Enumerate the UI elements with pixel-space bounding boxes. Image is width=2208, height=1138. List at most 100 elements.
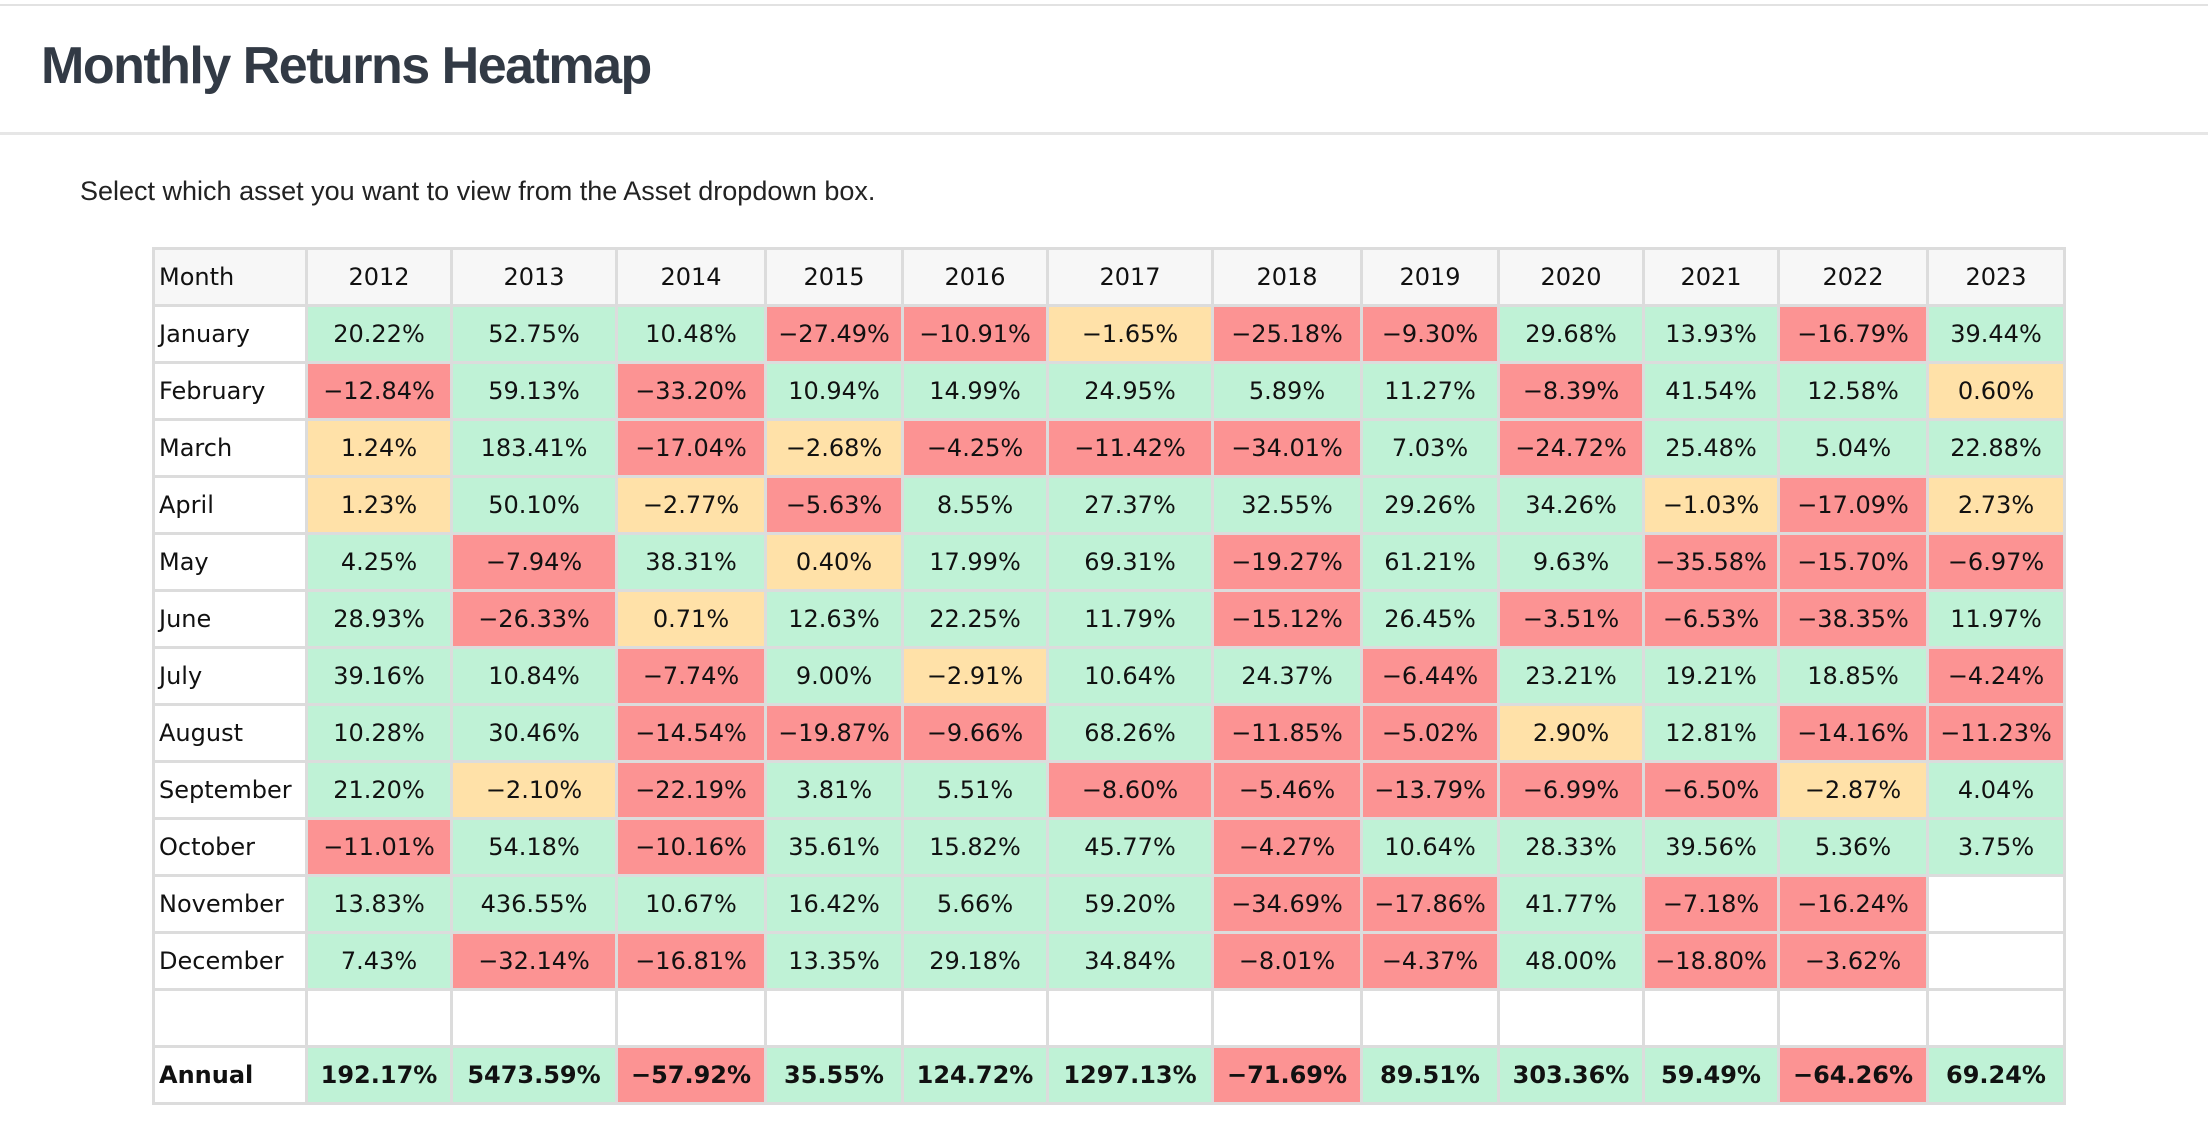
return-cell: 183.41% bbox=[450, 418, 618, 478]
return-cell: −14.16% bbox=[1777, 703, 1929, 763]
return-cell: −6.50% bbox=[1642, 760, 1780, 820]
return-cell: 124.72% bbox=[901, 1045, 1049, 1105]
return-cell: 303.36% bbox=[1497, 1045, 1645, 1105]
return-cell: −19.27% bbox=[1211, 532, 1363, 592]
return-cell: −9.30% bbox=[1360, 304, 1500, 364]
return-cell: −19.87% bbox=[764, 703, 904, 763]
return-cell: 32.55% bbox=[1211, 475, 1363, 535]
return-cell: 12.81% bbox=[1642, 703, 1780, 763]
return-cell: 5.36% bbox=[1777, 817, 1929, 877]
row-label: Month bbox=[152, 247, 308, 307]
return-cell: 59.13% bbox=[450, 361, 618, 421]
return-cell: 7.03% bbox=[1360, 418, 1500, 478]
return-cell: 3.81% bbox=[764, 760, 904, 820]
row-label: June bbox=[152, 589, 308, 649]
row-label: July bbox=[152, 646, 308, 706]
return-cell: −2.68% bbox=[764, 418, 904, 478]
return-cell: 28.33% bbox=[1497, 817, 1645, 877]
return-cell: 7.43% bbox=[305, 931, 453, 991]
return-cell: −57.92% bbox=[615, 1045, 767, 1105]
return-cell: −16.79% bbox=[1777, 304, 1929, 364]
empty-cell bbox=[450, 988, 618, 1048]
return-cell: 59.49% bbox=[1642, 1045, 1780, 1105]
return-cell: −34.01% bbox=[1211, 418, 1363, 478]
month-row: March 1.24% 183.41% −17.04% −2.68% −4.25% −11.… bbox=[152, 418, 2066, 478]
return-cell: 27.37% bbox=[1046, 475, 1214, 535]
return-cell: 41.54% bbox=[1642, 361, 1780, 421]
return-cell: −24.72% bbox=[1497, 418, 1645, 478]
return-cell: 29.18% bbox=[901, 931, 1049, 991]
row-label: November bbox=[152, 874, 308, 934]
return-cell: 4.25% bbox=[305, 532, 453, 592]
top-border bbox=[0, 4, 2208, 6]
return-cell: −10.91% bbox=[901, 304, 1049, 364]
row-label: May bbox=[152, 532, 308, 592]
return-cell: 1297.13% bbox=[1046, 1045, 1214, 1105]
month-row: June 28.93% −26.33% 0.71% 12.63% 22.25% 11.79%… bbox=[152, 589, 2066, 649]
row-label: January bbox=[152, 304, 308, 364]
column-header: 2014 bbox=[615, 247, 767, 307]
month-row: July 39.16% 10.84% −7.74% 9.00% −2.91% 10.64% 2… bbox=[152, 646, 2066, 706]
column-header: 2022 bbox=[1777, 247, 1929, 307]
return-cell: −4.27% bbox=[1211, 817, 1363, 877]
return-cell: −5.63% bbox=[764, 475, 904, 535]
empty-cell bbox=[1497, 988, 1645, 1048]
empty-cell bbox=[152, 988, 308, 1048]
return-cell: −9.66% bbox=[901, 703, 1049, 763]
column-header: 2015 bbox=[764, 247, 904, 307]
description: Select which asset you want to view from… bbox=[80, 176, 876, 206]
return-cell: −8.60% bbox=[1046, 760, 1214, 820]
return-cell: 11.79% bbox=[1046, 589, 1214, 649]
month-row: October −11.01% 54.18% −10.16% 35.61% 15.82% 4… bbox=[152, 817, 2066, 877]
return-cell: 68.26% bbox=[1046, 703, 1214, 763]
return-cell: 12.63% bbox=[764, 589, 904, 649]
return-cell: 25.48% bbox=[1642, 418, 1780, 478]
return-cell: −25.18% bbox=[1211, 304, 1363, 364]
return-cell: 13.35% bbox=[764, 931, 904, 991]
page-title: Monthly Returns Heatmap bbox=[41, 37, 652, 95]
column-header: 2021 bbox=[1642, 247, 1780, 307]
return-cell: −12.84% bbox=[305, 361, 453, 421]
month-row: August 10.28% 30.46% −14.54% −19.87% −9.66% 68… bbox=[152, 703, 2066, 763]
row-label: August bbox=[152, 703, 308, 763]
return-cell: 3.75% bbox=[1926, 817, 2066, 877]
return-cell: −33.20% bbox=[615, 361, 767, 421]
return-cell: 1.23% bbox=[305, 475, 453, 535]
return-cell: −3.62% bbox=[1777, 931, 1929, 991]
empty-cell bbox=[1926, 988, 2066, 1048]
column-header: 2020 bbox=[1497, 247, 1645, 307]
return-cell: −16.81% bbox=[615, 931, 767, 991]
return-cell: 2.90% bbox=[1497, 703, 1645, 763]
empty-cell bbox=[1926, 874, 2066, 934]
heatmap-table: Month 2012 2013 2014 2015 2016 2017 2018 2019 202… bbox=[152, 247, 2066, 1105]
return-cell: 30.46% bbox=[450, 703, 618, 763]
header-row: Month 2012 2013 2014 2015 2016 2017 2018 2019 202… bbox=[152, 247, 2066, 307]
return-cell: 9.63% bbox=[1497, 532, 1645, 592]
return-cell: −4.25% bbox=[901, 418, 1049, 478]
return-cell: 28.93% bbox=[305, 589, 453, 649]
return-cell: −4.37% bbox=[1360, 931, 1500, 991]
month-row: December 7.43% −32.14% −16.81% 13.35% 29.18% 3… bbox=[152, 931, 2066, 991]
return-cell: 20.22% bbox=[305, 304, 453, 364]
return-cell: 39.44% bbox=[1926, 304, 2066, 364]
row-label: October bbox=[152, 817, 308, 877]
column-header: 2023 bbox=[1926, 247, 2066, 307]
return-cell: 15.82% bbox=[901, 817, 1049, 877]
return-cell: 39.56% bbox=[1642, 817, 1780, 877]
return-cell: 22.25% bbox=[901, 589, 1049, 649]
return-cell: −71.69% bbox=[1211, 1045, 1363, 1105]
row-label: February bbox=[152, 361, 308, 421]
empty-cell bbox=[1360, 988, 1500, 1048]
return-cell: 19.21% bbox=[1642, 646, 1780, 706]
column-header: 2017 bbox=[1046, 247, 1214, 307]
return-cell: 13.83% bbox=[305, 874, 453, 934]
return-cell: 59.20% bbox=[1046, 874, 1214, 934]
return-cell: −5.02% bbox=[1360, 703, 1500, 763]
return-cell: −4.24% bbox=[1926, 646, 2066, 706]
return-cell: 10.67% bbox=[615, 874, 767, 934]
return-cell: −2.77% bbox=[615, 475, 767, 535]
return-cell: 10.28% bbox=[305, 703, 453, 763]
header-divider bbox=[0, 132, 2208, 135]
row-label: December bbox=[152, 931, 308, 991]
return-cell: 50.10% bbox=[450, 475, 618, 535]
